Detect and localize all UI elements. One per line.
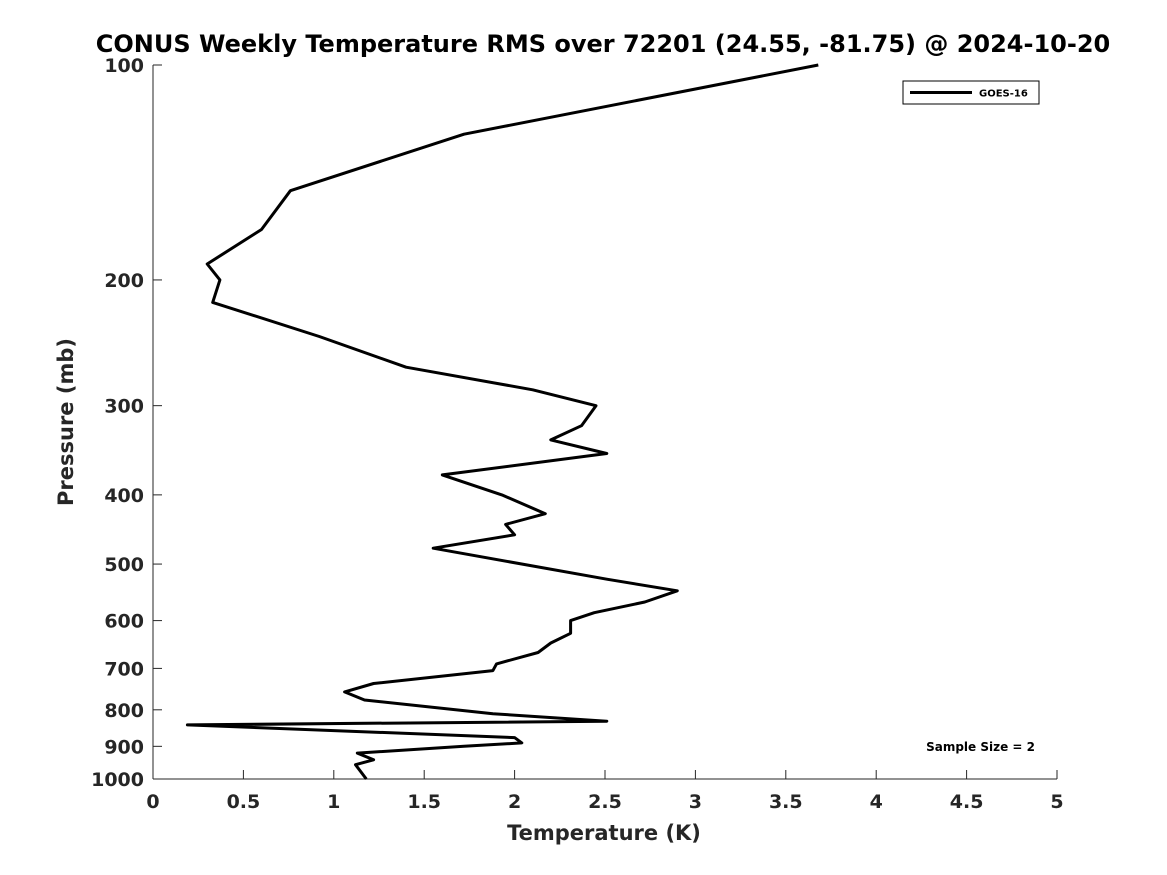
x-tick-label: 4.5 — [950, 791, 984, 813]
series-group — [185, 63, 819, 780]
y-tick-label: 800 — [104, 700, 144, 722]
x-tick-label: 3.5 — [769, 791, 803, 813]
y-tick-label: 600 — [104, 611, 144, 633]
y-tick-label: 300 — [104, 396, 144, 418]
x-tick-label: 5 — [1050, 791, 1063, 813]
plot-area — [152, 65, 1057, 780]
x-tick-label: 2.5 — [588, 791, 622, 813]
x-tick-label: 1 — [327, 791, 340, 813]
y-tick-label: 700 — [104, 658, 144, 680]
y-tick-label: 900 — [104, 736, 144, 758]
y-tick-label: 200 — [104, 270, 144, 292]
x-tick-label: 0.5 — [227, 791, 261, 813]
y-tick-label: 500 — [104, 554, 144, 576]
x-ticks: 0 0.5 1 1.5 2 2.5 3 3.5 4 4.5 5 — [146, 770, 1064, 813]
x-tick-label: 3 — [689, 791, 702, 813]
legend: GOES-16 — [902, 80, 1040, 105]
x-axis-label: Temperature (K) — [507, 821, 701, 845]
y-tick-label: 100 — [104, 55, 144, 77]
y-ticks: 100 200 300 400 500 600 700 800 900 1000 — [91, 55, 162, 791]
x-tick-label: 0 — [146, 791, 159, 813]
x-tick-label: 4 — [870, 791, 883, 813]
x-tick-label: 1.5 — [407, 791, 441, 813]
y-tick-label: 400 — [104, 485, 144, 507]
legend-label-goes-16: GOES-16 — [979, 89, 1028, 100]
sample-size-annotation: Sample Size = 2 — [926, 740, 1035, 754]
series-line-goes-16 — [185, 63, 819, 780]
chart-title: CONUS Weekly Temperature RMS over 72201 … — [96, 30, 1110, 58]
y-tick-label: 1000 — [91, 769, 144, 791]
y-axis-label: Pressure (mb) — [54, 338, 78, 506]
x-tick-label: 2 — [508, 791, 521, 813]
